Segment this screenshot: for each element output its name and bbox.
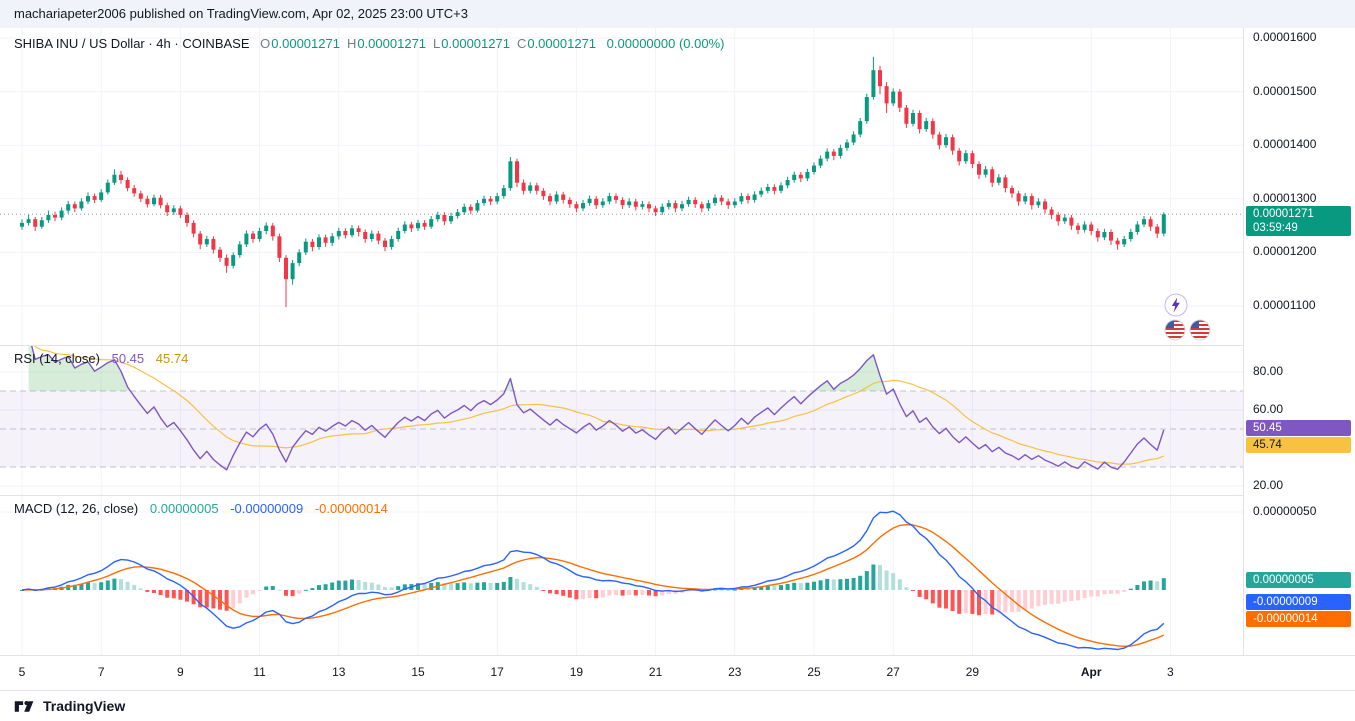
ohlc-values: O0.00001271 H0.00001271 L0.00001271 C0.0000… — [253, 36, 596, 51]
macd-line-badge: -0.00000009 — [1246, 594, 1351, 610]
ohlc-label: C — [516, 36, 527, 51]
tradingview-logo-icon[interactable] — [14, 699, 36, 714]
price-axis[interactable]: 0.00001271 03:59:49 50.45 45.74 0.000000… — [1243, 28, 1355, 655]
rsi-value: 50.45 — [111, 351, 145, 366]
rsi-badge: 50.45 — [1246, 420, 1351, 436]
change-value: 0.00000000 (0.00%) — [606, 36, 725, 51]
time-axis-label: 21 — [648, 665, 663, 679]
time-axis-label: Apr — [1080, 665, 1102, 679]
publish-info-bar: machariapeter2006 published on TradingVi… — [0, 0, 1355, 28]
price-badge-countdown: 03:59:49 — [1253, 222, 1298, 234]
ohlc-label: H — [346, 36, 357, 51]
time-axis-label: 29 — [965, 665, 980, 679]
lightning-reaction-icon[interactable] — [1164, 293, 1188, 317]
time-axis-label: 17 — [490, 665, 504, 679]
macd-hist-value: 0.00000005 — [149, 501, 219, 516]
price-axis-label: 0.00001300 — [1253, 190, 1317, 205]
flag-reaction-icon[interactable] — [1164, 319, 1186, 341]
macd-legend-title[interactable]: MACD (12, 26, close) — [14, 501, 139, 516]
time-axis-label: 13 — [332, 665, 346, 679]
pane-separator[interactable] — [0, 345, 1355, 346]
time-axis-label: 3 — [1167, 665, 1174, 679]
price-axis-label: 0.00001200 — [1253, 244, 1317, 259]
rsi-axis-label: 80.00 — [1253, 364, 1284, 378]
main-legend: SHIBA INU / US Dollar · 4h · COINBASE O0… — [14, 36, 724, 51]
time-axis-label: 25 — [807, 665, 821, 679]
macd-signal-value: -0.00000014 — [314, 501, 388, 516]
ohlc-value: 0.00001271 — [271, 36, 340, 51]
ohlc-value: 0.00001271 — [527, 36, 597, 51]
footer-bar: TradingView — [0, 690, 1355, 721]
time-axis-label: 5 — [18, 665, 26, 679]
price-pane[interactable] — [0, 28, 1243, 345]
ohlc-label: L — [433, 36, 441, 51]
publish-info-text: machariapeter2006 published on TradingVi… — [14, 6, 468, 21]
price-axis-label: 0.00001100 — [1253, 298, 1316, 312]
ohlc-label: O — [260, 36, 271, 51]
ohlc-value: 0.00001271 — [357, 36, 427, 51]
time-axis-label: 19 — [569, 665, 584, 679]
price-axis-label: 0.00001400 — [1253, 137, 1317, 152]
tradingview-brand-text[interactable]: TradingView — [43, 698, 126, 714]
macd-hist-badge: 0.00000005 — [1246, 572, 1351, 588]
time-axis-label: 7 — [97, 665, 105, 679]
rsi-pane[interactable] — [0, 345, 1243, 495]
time-axis-label: 9 — [177, 665, 184, 679]
rsi-legend: RSI (14, close) 50.45 45.74 — [14, 351, 188, 366]
price-axis-label: 0.00001500 — [1253, 83, 1317, 98]
time-axis[interactable]: 5 7 9 11 13 15 17 19 21 23 25 27 29 Apr 3 — [0, 655, 1355, 690]
rsi-legend-title[interactable]: RSI (14, close) — [14, 351, 100, 366]
pane-separator[interactable] — [0, 495, 1355, 496]
rsi-ma-badge: 45.74 — [1246, 437, 1351, 453]
time-axis-label: 27 — [886, 665, 900, 679]
price-axis-label: 0.00001600 — [1253, 30, 1317, 44]
rsi-axis-label: 20.00 — [1253, 478, 1284, 492]
ohlc-value: 0.00001271 — [441, 36, 510, 51]
macd-signal-badge: -0.00000014 — [1246, 611, 1351, 627]
flag-reaction-icon[interactable] — [1189, 319, 1211, 341]
rsi-ma-value: 45.74 — [155, 351, 189, 366]
symbol-title[interactable]: SHIBA INU / US Dollar · 4h · COINBASE — [14, 36, 250, 51]
macd-axis-label: 0.00000050 — [1253, 504, 1317, 518]
rsi-axis-label: 60.00 — [1253, 402, 1284, 416]
macd-line-value: -0.00000009 — [230, 501, 304, 516]
macd-pane[interactable] — [0, 495, 1243, 655]
price-badge-value: 0.00001271 — [1253, 208, 1314, 220]
time-axis-label: 11 — [253, 665, 266, 679]
price-badge: 0.00001271 03:59:49 — [1246, 206, 1351, 236]
time-axis-label: 15 — [411, 665, 425, 679]
time-axis-label: 23 — [728, 665, 742, 679]
macd-legend: MACD (12, 26, close) 0.00000005 -0.00000… — [14, 501, 388, 516]
